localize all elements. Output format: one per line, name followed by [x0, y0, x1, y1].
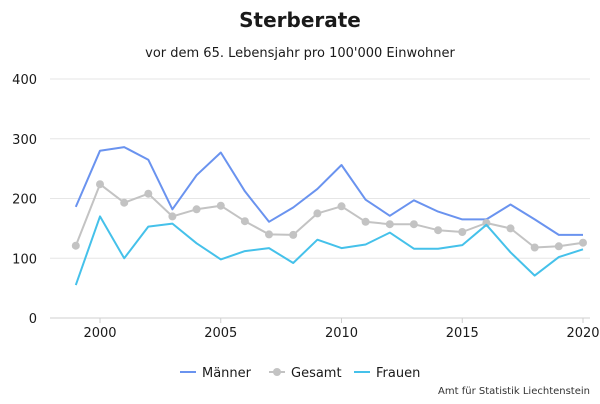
y-tick-label: 100 [12, 252, 37, 267]
data-point-gesamt [144, 189, 153, 198]
y-tick-label: 400 [12, 73, 37, 88]
series-maenner [74, 146, 583, 236]
x-tick-label: 2020 [566, 326, 599, 341]
legend[interactable]: Männer Gesamt Frauen [180, 366, 420, 381]
x-tick-label: 2005 [204, 326, 237, 341]
data-point-gesamt [337, 202, 346, 211]
data-point-gesamt [71, 241, 80, 250]
legend-marker-gesamt [273, 368, 281, 376]
x-tick-label: 2015 [446, 326, 479, 341]
legend-label-maenner: Männer [202, 366, 252, 381]
data-point-gesamt [554, 242, 563, 251]
series-layer [71, 146, 587, 286]
legend-item-frauen[interactable]: Frauen [354, 366, 420, 381]
legend-item-gesamt[interactable]: Gesamt [269, 366, 342, 381]
legend-item-maenner[interactable]: Männer [180, 366, 252, 381]
data-point-gesamt [409, 220, 418, 229]
data-point-gesamt [458, 228, 467, 236]
y-tick-label: 0 [29, 312, 37, 327]
y-tick-label: 300 [12, 133, 37, 148]
data-point-gesamt [240, 217, 249, 226]
data-point-gesamt [579, 238, 587, 247]
series-gesamt [71, 180, 587, 252]
legend-label-gesamt: Gesamt [291, 366, 342, 381]
data-point-gesamt [192, 205, 201, 214]
y-tick-label: 200 [12, 193, 37, 208]
x-axis-ticks: 2000 2005 2010 2015 2020 [83, 318, 600, 341]
data-point-gesamt [385, 220, 394, 229]
data-point-gesamt [168, 212, 177, 221]
data-point-gesamt [482, 219, 491, 227]
data-point-gesamt [96, 180, 104, 189]
data-point-gesamt [265, 230, 273, 239]
source-credit: Amt für Statistik Liechtenstein [438, 386, 590, 397]
data-point-gesamt [506, 224, 515, 233]
series-line-maenner [74, 146, 583, 236]
data-point-gesamt [361, 217, 370, 226]
data-point-gesamt [313, 209, 322, 218]
x-tick-label: 2010 [325, 326, 358, 341]
chart-title: Sterberate [239, 8, 361, 32]
chart-subtitle: vor dem 65. Lebensjahr pro 100'000 Einwo… [145, 46, 455, 61]
series-line-frauen [74, 215, 584, 286]
series-frauen [74, 215, 584, 286]
data-point-gesamt [530, 243, 539, 252]
x-tick-label: 2000 [83, 326, 116, 341]
data-point-gesamt [120, 198, 129, 207]
data-point-gesamt [216, 201, 225, 210]
series-line-gesamt [74, 183, 584, 249]
legend-label-frauen: Frauen [376, 366, 420, 381]
data-point-gesamt [289, 230, 298, 239]
y-axis-ticks: 0 100 200 300 400 [12, 73, 37, 327]
data-point-gesamt [434, 226, 443, 235]
grid-lines [50, 78, 590, 319]
